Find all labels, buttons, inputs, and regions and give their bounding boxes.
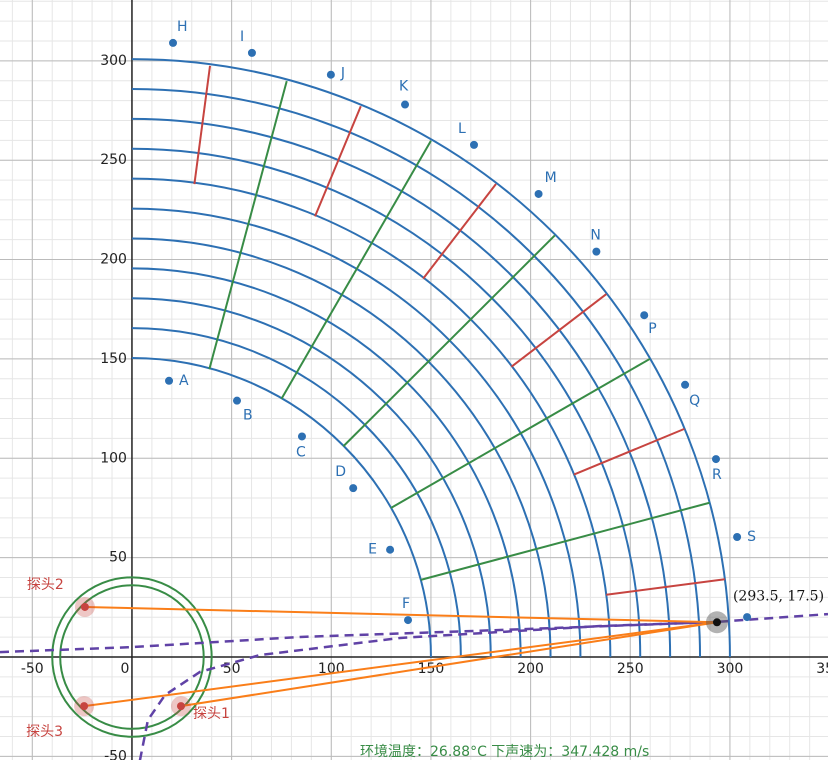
point — [592, 247, 601, 256]
x-tick-label: 0 — [120, 661, 129, 677]
point-label: M — [545, 170, 557, 186]
x-tick-label: 200 — [517, 661, 544, 677]
dashed-curve — [0, 612, 828, 654]
probe — [80, 602, 89, 611]
ring — [51, 576, 213, 738]
point-label: L — [458, 121, 466, 137]
x-tick-label: 250 — [617, 661, 644, 677]
point-label: A — [179, 373, 189, 389]
y-tick-label: 300 — [100, 53, 127, 69]
point — [349, 484, 358, 493]
x-tick-label: -50 — [21, 661, 44, 677]
target — [712, 618, 721, 627]
point-label: C — [296, 444, 306, 460]
point-label: I — [240, 29, 244, 45]
point — [165, 376, 174, 385]
point — [326, 70, 335, 79]
point-label: N — [590, 228, 600, 244]
radial-segment — [342, 234, 556, 447]
ray — [84, 605, 717, 624]
point — [733, 533, 742, 542]
point-label: J — [340, 66, 345, 82]
point-label: H — [177, 19, 188, 35]
point-label: R — [712, 467, 722, 483]
point — [401, 100, 410, 109]
point-label: P — [648, 321, 656, 337]
point — [534, 189, 543, 198]
ring — [59, 584, 205, 730]
y-tick-label: 200 — [100, 252, 127, 268]
point — [743, 613, 752, 622]
point-label: E — [368, 542, 377, 558]
radial-segment — [606, 578, 725, 596]
point-label: F — [402, 596, 410, 612]
ray — [180, 621, 718, 708]
point-label: D — [335, 464, 346, 480]
point-label: K — [399, 79, 409, 95]
y-tick-label: 150 — [100, 351, 127, 367]
probe-label: 探头3 — [26, 724, 63, 740]
probe-label: 探头1 — [193, 706, 230, 722]
radial-segment — [422, 183, 497, 280]
ray — [83, 621, 718, 708]
point — [681, 380, 690, 389]
radial-segment — [193, 65, 211, 185]
radial-segment — [390, 358, 651, 509]
x-tick-label: 300 — [717, 661, 744, 677]
radial-segment — [208, 80, 288, 370]
point-label: B — [243, 408, 253, 424]
radial-segment — [314, 105, 362, 217]
point-label: S — [747, 529, 756, 545]
probe — [80, 702, 89, 711]
point — [404, 616, 413, 625]
point — [640, 311, 649, 320]
radial-segment — [420, 501, 710, 581]
point — [247, 48, 256, 57]
probe — [176, 702, 185, 711]
y-tick-label: 100 — [100, 450, 127, 466]
arc — [131, 58, 731, 658]
x-tick-label: 50 — [223, 661, 241, 677]
point-label: Q — [689, 393, 700, 409]
radial-segment — [573, 427, 685, 476]
annotation: 环境温度：26.88°C 下声速为：347.428 m/s — [360, 744, 649, 760]
probe-label: 探头2 — [27, 577, 64, 593]
y-tick-label: 50 — [109, 550, 127, 566]
point — [386, 545, 395, 554]
y-tick-label: -50 — [104, 748, 127, 760]
x-tick-label: 350 — [816, 661, 828, 677]
point — [297, 432, 306, 441]
point — [169, 38, 178, 47]
point — [469, 140, 478, 149]
y-tick-label: 250 — [100, 152, 127, 168]
dashed-curve — [138, 620, 715, 760]
target-label: (293.5, 17.5) — [733, 588, 824, 604]
point — [711, 455, 720, 464]
radial-segment — [280, 140, 432, 400]
point — [232, 396, 241, 405]
radial-segment — [510, 293, 607, 368]
